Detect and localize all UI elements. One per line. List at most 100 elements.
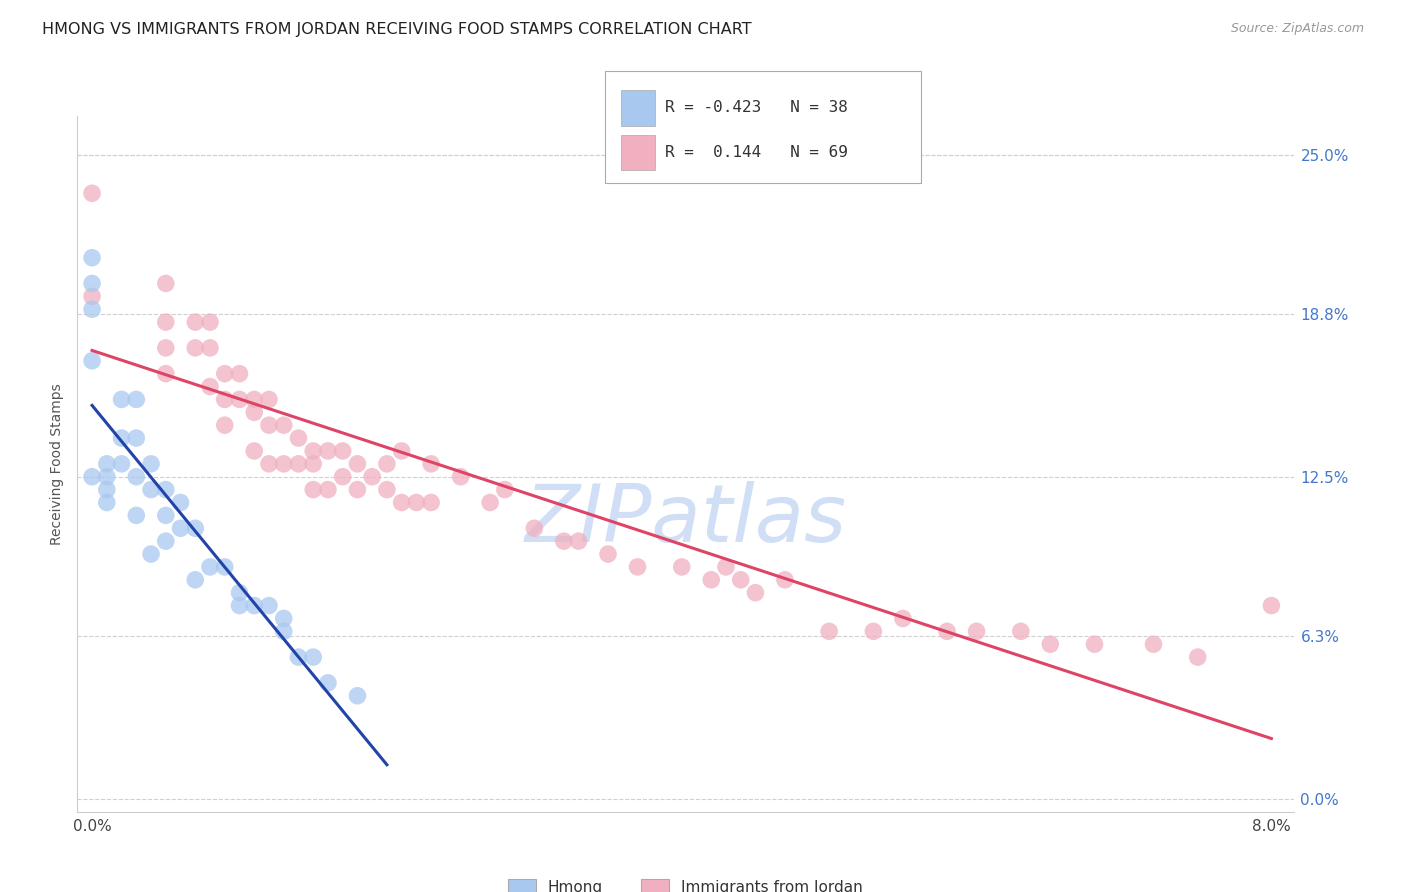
Point bbox=[139, 457, 162, 471]
Point bbox=[302, 650, 325, 665]
Point bbox=[744, 585, 766, 599]
Point bbox=[214, 418, 236, 433]
Point bbox=[139, 547, 162, 561]
Point bbox=[214, 367, 236, 381]
Text: HMONG VS IMMIGRANTS FROM JORDAN RECEIVING FOOD STAMPS CORRELATION CHART: HMONG VS IMMIGRANTS FROM JORDAN RECEIVIN… bbox=[42, 22, 752, 37]
Text: Source: ZipAtlas.com: Source: ZipAtlas.com bbox=[1230, 22, 1364, 36]
Point bbox=[405, 495, 427, 509]
Point bbox=[567, 534, 589, 549]
Point bbox=[287, 431, 309, 445]
Point bbox=[273, 418, 295, 433]
Point bbox=[714, 560, 737, 574]
Point bbox=[626, 560, 648, 574]
Text: ZIPatlas: ZIPatlas bbox=[524, 481, 846, 558]
Point bbox=[198, 315, 221, 329]
Point bbox=[80, 289, 103, 303]
Point bbox=[169, 521, 191, 535]
Point bbox=[1083, 637, 1105, 651]
Point bbox=[257, 457, 280, 471]
Point bbox=[1260, 599, 1282, 613]
Point bbox=[1010, 624, 1032, 639]
Point bbox=[479, 495, 502, 509]
Point bbox=[228, 599, 250, 613]
Point bbox=[155, 367, 177, 381]
Point bbox=[184, 315, 207, 329]
Point bbox=[96, 469, 118, 483]
Point bbox=[596, 547, 619, 561]
Point bbox=[553, 534, 575, 549]
Point bbox=[139, 483, 162, 497]
Point bbox=[155, 508, 177, 523]
Point bbox=[316, 676, 339, 690]
Point bbox=[155, 315, 177, 329]
Point bbox=[198, 560, 221, 574]
Point bbox=[184, 341, 207, 355]
Point bbox=[287, 457, 309, 471]
Point bbox=[730, 573, 752, 587]
Point bbox=[257, 418, 280, 433]
Point bbox=[214, 392, 236, 407]
Point bbox=[700, 573, 723, 587]
Point bbox=[420, 457, 443, 471]
Point bbox=[1187, 650, 1209, 665]
Point bbox=[125, 508, 148, 523]
Point bbox=[346, 689, 368, 703]
Point bbox=[80, 251, 103, 265]
Point bbox=[891, 611, 914, 625]
Legend: Hmong, Immigrants from Jordan: Hmong, Immigrants from Jordan bbox=[508, 880, 863, 892]
Point bbox=[80, 353, 103, 368]
Point bbox=[96, 457, 118, 471]
Point bbox=[316, 483, 339, 497]
Point bbox=[1039, 637, 1062, 651]
Y-axis label: Receiving Food Stamps: Receiving Food Stamps bbox=[51, 383, 65, 545]
Point bbox=[375, 457, 398, 471]
Point bbox=[96, 483, 118, 497]
Point bbox=[184, 521, 207, 535]
Point bbox=[155, 277, 177, 291]
Point bbox=[302, 457, 325, 471]
Point bbox=[273, 624, 295, 639]
Point bbox=[391, 444, 413, 458]
Point bbox=[936, 624, 959, 639]
Point bbox=[361, 469, 384, 483]
Text: R = -0.423   N = 38: R = -0.423 N = 38 bbox=[665, 101, 848, 115]
Point bbox=[375, 483, 398, 497]
Point bbox=[198, 379, 221, 393]
Point bbox=[302, 483, 325, 497]
Point bbox=[243, 405, 266, 419]
Point bbox=[169, 495, 191, 509]
Point bbox=[346, 483, 368, 497]
Point bbox=[287, 650, 309, 665]
Point bbox=[155, 341, 177, 355]
Point bbox=[80, 469, 103, 483]
Point bbox=[125, 431, 148, 445]
Point bbox=[494, 483, 516, 497]
Text: R =  0.144   N = 69: R = 0.144 N = 69 bbox=[665, 145, 848, 160]
Point bbox=[125, 392, 148, 407]
Point bbox=[228, 585, 250, 599]
Point bbox=[243, 444, 266, 458]
Point bbox=[346, 457, 368, 471]
Point bbox=[773, 573, 796, 587]
Point bbox=[228, 392, 250, 407]
Point bbox=[198, 341, 221, 355]
Point bbox=[1142, 637, 1164, 651]
Point bbox=[80, 96, 103, 111]
Point bbox=[273, 611, 295, 625]
Point bbox=[862, 624, 884, 639]
Point bbox=[184, 573, 207, 587]
Point bbox=[110, 431, 132, 445]
Point bbox=[966, 624, 988, 639]
Point bbox=[273, 457, 295, 471]
Point bbox=[257, 599, 280, 613]
Point bbox=[332, 469, 354, 483]
Point bbox=[214, 560, 236, 574]
Point bbox=[450, 469, 472, 483]
Point bbox=[80, 277, 103, 291]
Point bbox=[110, 457, 132, 471]
Point bbox=[420, 495, 443, 509]
Point bbox=[391, 495, 413, 509]
Point bbox=[80, 186, 103, 201]
Point bbox=[302, 444, 325, 458]
Point bbox=[155, 483, 177, 497]
